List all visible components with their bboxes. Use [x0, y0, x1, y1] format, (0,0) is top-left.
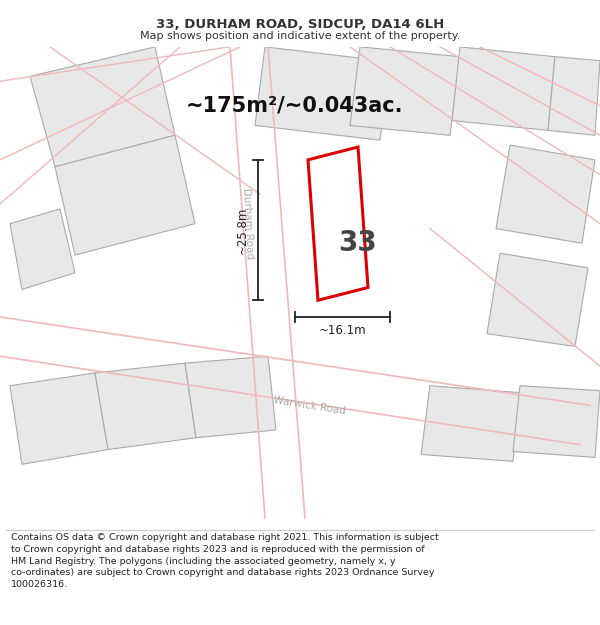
Polygon shape — [350, 47, 460, 135]
Polygon shape — [548, 57, 600, 135]
Polygon shape — [30, 47, 175, 167]
Polygon shape — [513, 386, 600, 458]
Text: Durham Road: Durham Road — [241, 188, 255, 259]
Polygon shape — [95, 363, 196, 449]
Text: Map shows position and indicative extent of the property.: Map shows position and indicative extent… — [140, 31, 460, 41]
Text: Warwick Road: Warwick Road — [273, 395, 347, 416]
Text: ~175m²/~0.043ac.: ~175m²/~0.043ac. — [186, 96, 404, 116]
Polygon shape — [55, 135, 195, 255]
Polygon shape — [10, 209, 75, 289]
Polygon shape — [10, 373, 108, 464]
Text: ~16.1m: ~16.1m — [319, 324, 367, 338]
Polygon shape — [487, 253, 588, 346]
Polygon shape — [255, 47, 390, 140]
Text: ~25.8m: ~25.8m — [235, 206, 248, 254]
Text: 33: 33 — [338, 229, 377, 258]
Text: 33, DURHAM ROAD, SIDCUP, DA14 6LH: 33, DURHAM ROAD, SIDCUP, DA14 6LH — [156, 18, 444, 31]
Polygon shape — [308, 147, 368, 300]
Polygon shape — [185, 356, 276, 437]
Polygon shape — [496, 145, 595, 243]
Polygon shape — [452, 47, 555, 131]
Text: Contains OS data © Crown copyright and database right 2021. This information is : Contains OS data © Crown copyright and d… — [11, 533, 439, 589]
Polygon shape — [421, 386, 520, 461]
